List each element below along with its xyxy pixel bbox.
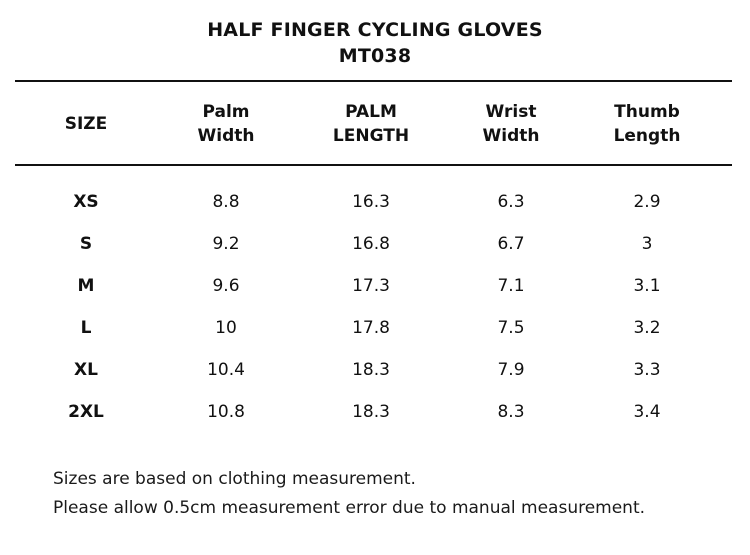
wrist-width-cell: 6.7	[497, 234, 525, 254]
header-size-label: SIZE	[64, 114, 108, 134]
table-row: XL 10.4 18.3 7.9 3.3	[0, 355, 750, 385]
thumb-length-cell: 3	[641, 234, 653, 254]
size-cell: 2XL	[68, 402, 104, 422]
header-wrist-width-line2: Width	[482, 126, 540, 146]
table-row: L 10 17.8 7.5 3.2	[0, 313, 750, 343]
table-row: 2XL 10.8 18.3 8.3 3.4	[0, 397, 750, 427]
header-wrist-width: Wrist Width	[441, 100, 581, 148]
header-wrist-width-line1: Wrist	[485, 102, 537, 122]
size-cell: L	[80, 318, 92, 338]
header-palm-width-line1: Palm	[202, 102, 250, 122]
thumb-length-cell: 3.4	[633, 402, 661, 422]
header-thumb-length-line2: Length	[613, 126, 681, 146]
size-cell: M	[77, 276, 95, 296]
header-divider	[15, 164, 732, 166]
palm-length-cell: 17.3	[352, 276, 390, 296]
palm-width-cell: 10	[215, 318, 237, 338]
palm-width-cell: 9.2	[212, 234, 240, 254]
size-cell: XS	[73, 192, 99, 212]
header-palm-length: PALM LENGTH	[301, 100, 441, 148]
table-row: S 9.2 16.8 6.7 3	[0, 229, 750, 259]
header-palm-width: Palm Width	[156, 100, 296, 148]
header-palm-length-line1: PALM	[345, 102, 397, 122]
header-palm-length-line2: LENGTH	[332, 126, 410, 146]
palm-width-cell: 10.8	[207, 402, 245, 422]
measurement-error-note: Please allow 0.5cm measurement error due…	[53, 498, 646, 518]
header-size: SIZE	[16, 112, 156, 136]
thumb-length-cell: 3.2	[633, 318, 661, 338]
palm-length-cell: 18.3	[352, 360, 390, 380]
thumb-length-cell: 3.1	[633, 276, 661, 296]
header-thumb-length-line1: Thumb	[614, 102, 680, 122]
wrist-width-cell: 6.3	[497, 192, 525, 212]
size-cell: S	[79, 234, 93, 254]
palm-width-cell: 10.4	[207, 360, 245, 380]
header-palm-width-line2: Width	[197, 126, 255, 146]
top-divider	[15, 80, 732, 82]
wrist-width-cell: 7.9	[497, 360, 525, 380]
palm-length-cell: 16.8	[352, 234, 390, 254]
wrist-width-cell: 7.5	[497, 318, 525, 338]
size-cell: XL	[74, 360, 98, 380]
palm-width-cell: 9.6	[212, 276, 240, 296]
thumb-length-cell: 2.9	[633, 192, 661, 212]
thumb-length-cell: 3.3	[633, 360, 661, 380]
palm-width-cell: 8.8	[212, 192, 240, 212]
palm-length-cell: 16.3	[352, 192, 390, 212]
header-thumb-length: Thumb Length	[577, 100, 717, 148]
table-row: XS 8.8 16.3 6.3 2.9	[0, 187, 750, 217]
palm-length-cell: 17.8	[352, 318, 390, 338]
sizing-note: Sizes are based on clothing measurement.	[53, 469, 416, 489]
wrist-width-cell: 7.1	[497, 276, 525, 296]
table-row: M 9.6 17.3 7.1 3.1	[0, 271, 750, 301]
chart-title: HALF FINGER CYCLING GLOVES	[207, 19, 543, 41]
model-code: MT038	[338, 45, 412, 67]
wrist-width-cell: 8.3	[497, 402, 525, 422]
palm-length-cell: 18.3	[352, 402, 390, 422]
